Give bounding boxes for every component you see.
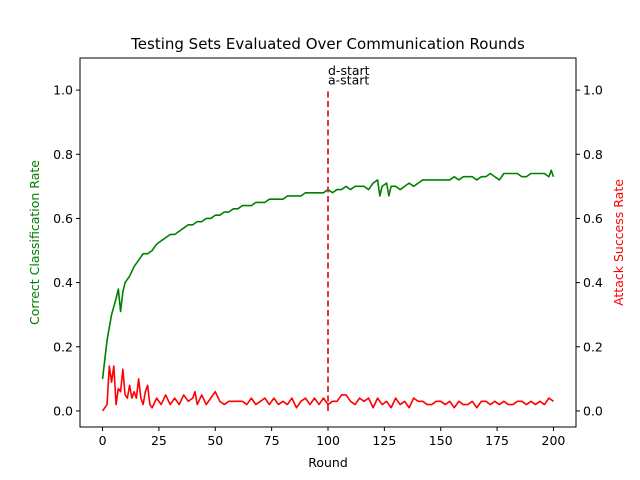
axes: 0 25 50 75 100 125 150 175 200 0.0 0.2 0.4 0.6 0.8 1.0… [53, 57, 603, 448]
x-tick-label: 50 [207, 433, 223, 448]
classification-rate-line [101, 169, 555, 379]
x-tick-label: 150 [429, 433, 453, 448]
right-y-tick-label: 0.8 [583, 147, 603, 162]
right-y-tick-label: 0.6 [583, 211, 603, 226]
left-y-tick-label: 0.4 [53, 275, 73, 290]
left-y-tick-label: 0.8 [53, 147, 73, 162]
x-tick-label: 25 [151, 433, 167, 448]
x-tick-label: 175 [485, 433, 509, 448]
right-y-tick-label: 1.0 [583, 83, 603, 98]
x-tick-label: 75 [264, 433, 280, 448]
attack-success-line [101, 365, 554, 412]
annotation-a-start: a-start [328, 72, 369, 87]
x-axis-label: Round [308, 455, 348, 470]
right-y-tick-label: 0.0 [583, 403, 603, 418]
right-y-tick-label: 0.2 [583, 339, 603, 354]
left-y-tick-label: 0.6 [53, 211, 73, 226]
right-y-axis-label: Attack Success Rate [611, 179, 626, 306]
left-y-axis-label: Correct Classification Rate [27, 160, 42, 325]
left-y-tick-label: 0.0 [53, 403, 73, 418]
x-tick-label: 200 [542, 433, 566, 448]
annotation-d-start: d-start [328, 63, 370, 78]
x-tick-label: 100 [316, 433, 340, 448]
right-y-tick-label: 0.4 [583, 275, 603, 290]
x-tick-label: 125 [372, 433, 396, 448]
left-y-tick-label: 1.0 [53, 83, 73, 98]
chart-title: Testing Sets Evaluated Over Communicatio… [130, 35, 525, 53]
left-y-tick-label: 0.2 [53, 339, 73, 354]
x-tick-label: 0 [99, 433, 107, 448]
